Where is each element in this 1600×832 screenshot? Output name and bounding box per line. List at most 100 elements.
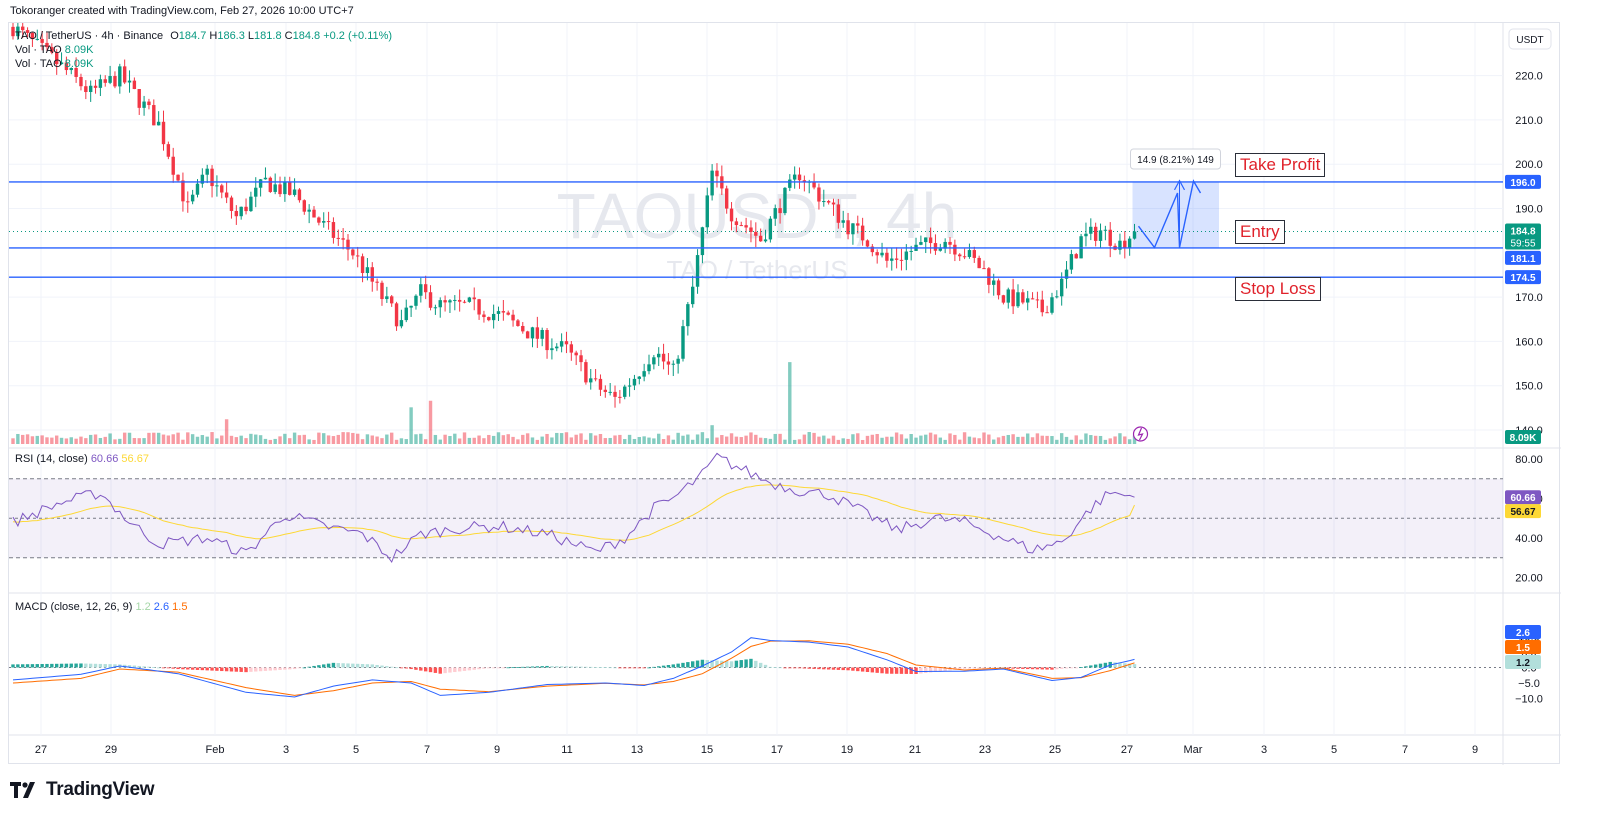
stop-loss-label[interactable]: Stop Loss	[1235, 277, 1321, 301]
candle-body[interactable]	[457, 299, 462, 302]
candle-body[interactable]	[501, 311, 506, 313]
candle-body[interactable]	[623, 386, 627, 397]
candle-body[interactable]	[147, 101, 151, 106]
candle-body[interactable]	[1035, 299, 1040, 301]
candle-body[interactable]	[258, 179, 263, 188]
candle-body[interactable]	[657, 353, 661, 358]
candle-body[interactable]	[943, 241, 947, 249]
candle-body[interactable]	[190, 194, 195, 202]
candle-body[interactable]	[380, 282, 384, 300]
candle-body[interactable]	[263, 177, 268, 180]
candle-body[interactable]	[778, 208, 782, 214]
candle-body[interactable]	[1069, 254, 1074, 270]
candle-body[interactable]	[220, 185, 224, 193]
candle-body[interactable]	[550, 348, 554, 351]
candle-body[interactable]	[278, 184, 282, 195]
candle-body[interactable]	[967, 250, 972, 257]
candle-body[interactable]	[30, 32, 35, 40]
candle-body[interactable]	[375, 281, 379, 283]
candle-body[interactable]	[186, 201, 190, 203]
candle-body[interactable]	[288, 181, 292, 195]
candle-body[interactable]	[122, 66, 127, 83]
candle-body[interactable]	[239, 206, 243, 217]
candle-body[interactable]	[1021, 292, 1025, 303]
candle-body[interactable]	[788, 179, 792, 188]
candle-body[interactable]	[166, 144, 171, 157]
candle-body[interactable]	[156, 121, 161, 126]
candle-body[interactable]	[521, 325, 525, 332]
candle-body[interactable]	[336, 237, 340, 239]
candle-body[interactable]	[118, 66, 122, 87]
candle-body[interactable]	[909, 250, 913, 252]
candle-body[interactable]	[817, 187, 821, 202]
candle-body[interactable]	[637, 376, 641, 379]
candle-body[interactable]	[142, 101, 146, 108]
macd-line[interactable]	[12, 637, 1135, 698]
candle-body[interactable]	[419, 284, 423, 296]
candle-body[interactable]	[783, 187, 787, 214]
candle-body[interactable]	[865, 240, 870, 247]
candle-body[interactable]	[113, 76, 117, 87]
candle-body[interactable]	[69, 67, 73, 71]
candle-body[interactable]	[924, 237, 928, 243]
candle-body[interactable]	[268, 177, 273, 192]
candle-body[interactable]	[64, 62, 69, 71]
candle-body[interactable]	[50, 47, 54, 53]
candle-body[interactable]	[74, 67, 78, 77]
candle-body[interactable]	[632, 378, 637, 386]
candle-body[interactable]	[433, 307, 438, 309]
candle-body[interactable]	[846, 220, 850, 235]
entry-label[interactable]: Entry	[1235, 220, 1285, 244]
candle-body[interactable]	[574, 352, 578, 356]
candle-body[interactable]	[249, 196, 253, 212]
candle-body[interactable]	[1118, 240, 1122, 250]
candle-body[interactable]	[754, 231, 758, 236]
candle-body[interactable]	[389, 296, 394, 304]
candle-body[interactable]	[40, 38, 44, 43]
candle-body[interactable]	[35, 38, 39, 40]
candle-body[interactable]	[758, 235, 763, 242]
candle-body[interactable]	[11, 26, 15, 37]
candle-body[interactable]	[215, 185, 219, 187]
candle-body[interactable]	[958, 254, 962, 257]
candle-body[interactable]	[79, 76, 83, 87]
candle-body[interactable]	[919, 242, 923, 245]
candle-body[interactable]	[351, 249, 355, 256]
candle-body[interactable]	[822, 201, 826, 203]
candle-body[interactable]	[1011, 289, 1015, 307]
candle-body[interactable]	[569, 344, 574, 353]
candle-body[interactable]	[734, 221, 739, 226]
candle-body[interactable]	[370, 267, 374, 282]
candle-body[interactable]	[700, 227, 705, 256]
candle-body[interactable]	[438, 300, 442, 308]
candle-body[interactable]	[894, 258, 899, 260]
candle-body[interactable]	[530, 327, 535, 339]
candle-body[interactable]	[443, 300, 447, 303]
rsi-line[interactable]	[12, 452, 1135, 564]
candle-body[interactable]	[346, 239, 350, 250]
candle-body[interactable]	[1089, 226, 1093, 234]
candle-body[interactable]	[1025, 298, 1030, 303]
candle-body[interactable]	[307, 209, 311, 212]
candle-body[interactable]	[1132, 231, 1137, 239]
candle-body[interactable]	[686, 304, 690, 327]
candle-body[interactable]	[555, 346, 559, 349]
candle-body[interactable]	[885, 252, 889, 261]
candle-body[interactable]	[792, 174, 797, 180]
candle-body[interactable]	[768, 218, 773, 240]
candle-body[interactable]	[292, 189, 297, 195]
candle-body[interactable]	[608, 391, 612, 393]
candle-body[interactable]	[302, 200, 306, 212]
candle-body[interactable]	[176, 174, 180, 181]
candle-body[interactable]	[254, 187, 258, 197]
candle-body[interactable]	[127, 80, 132, 83]
candle-body[interactable]	[856, 223, 860, 226]
candle-body[interactable]	[462, 301, 467, 303]
candle-body[interactable]	[948, 241, 952, 245]
candle-body[interactable]	[1045, 312, 1049, 314]
candle-body[interactable]	[45, 42, 49, 48]
candle-body[interactable]	[453, 299, 457, 301]
candle-body[interactable]	[598, 378, 603, 390]
candle-body[interactable]	[695, 255, 700, 287]
candle-body[interactable]	[399, 320, 404, 327]
